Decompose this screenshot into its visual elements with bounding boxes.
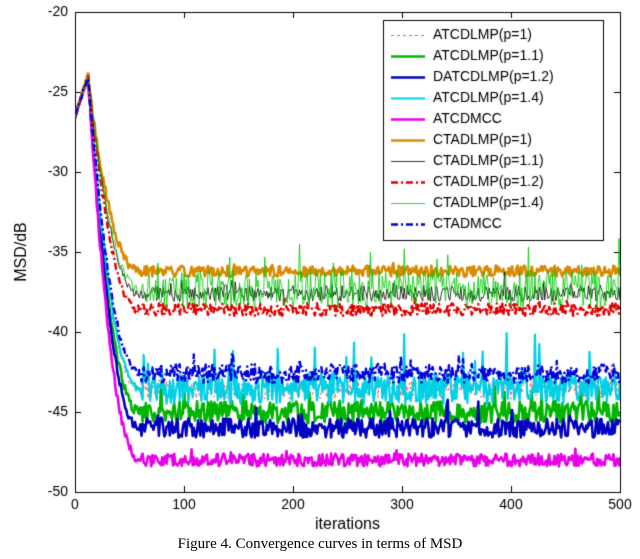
msd-convergence-chart	[0, 0, 640, 559]
chart-container: Figure 4. Convergence curves in terms of…	[0, 0, 640, 559]
figure-caption: Figure 4. Convergence curves in terms of…	[0, 536, 640, 553]
